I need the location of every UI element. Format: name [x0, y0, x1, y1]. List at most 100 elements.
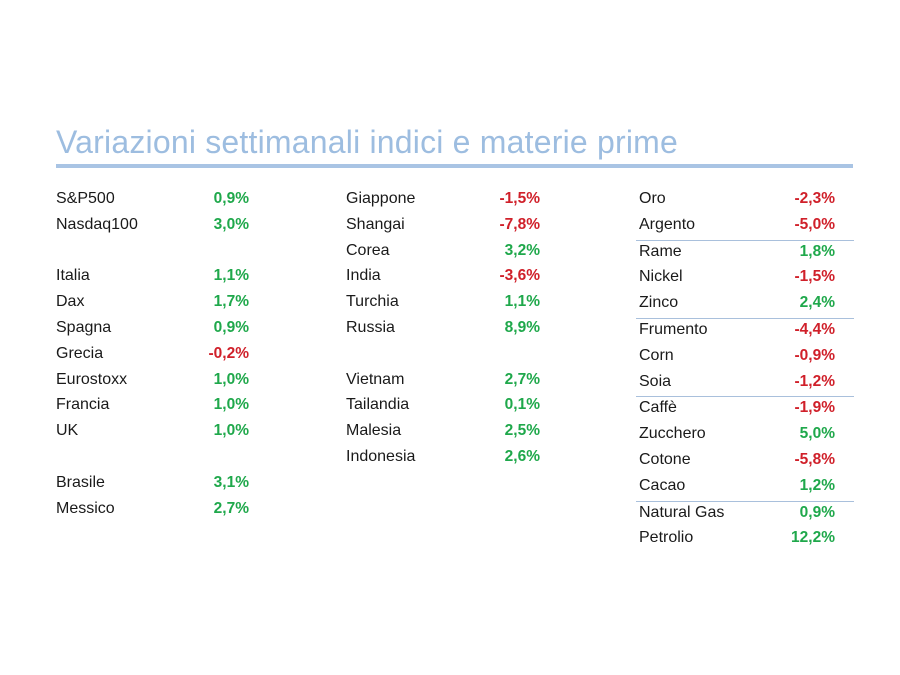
row-label: Frumento [639, 320, 708, 338]
indices-column-americas-europe: S&P500 0,9% Nasdaq100 3,0% Italia 1,1% Dax 1,7%… [56, 188, 249, 523]
row-value: 2,5% [504, 422, 540, 440]
row-label: Brasile [56, 473, 105, 491]
row-label: Cotone [639, 450, 691, 468]
table-row: Cacao 1,2% [636, 475, 854, 502]
row-label: Italia [56, 267, 90, 285]
table-row: Petrolio 12,2% [636, 527, 854, 553]
row-value: 0,9% [213, 318, 249, 336]
row-label: Grecia [56, 344, 104, 362]
table-row: Messico 2,7% [56, 498, 249, 524]
row-label: Zucchero [639, 425, 706, 443]
table-row: Spagna 0,9% [56, 317, 249, 343]
table-row: Tailandia 0,1% [346, 394, 540, 420]
table-row: Corea 3,2% [346, 240, 540, 266]
table-row: Russia 8,9% [346, 317, 540, 343]
row-value: 2,4% [799, 294, 835, 312]
table-row: Oro -2,3% [636, 188, 854, 214]
row-label: S&P500 [56, 190, 115, 207]
row-value: -2,3% [794, 190, 836, 207]
row-value: 8,9% [504, 318, 540, 336]
row-value: 3,2% [504, 241, 540, 259]
table-row: Natural Gas 0,9% [636, 502, 854, 528]
row-value: -7,8% [499, 215, 541, 233]
commodities-column: Oro -2,3% Argento -5,0% Rame 1,8% Nickel -1,5% Z… [636, 188, 854, 553]
row-label: Francia [56, 396, 110, 414]
row-value: 1,0% [213, 396, 249, 414]
row-value: 1,8% [799, 242, 835, 260]
row-label: Rame [639, 242, 682, 260]
title-underline [56, 164, 853, 168]
row-label: Tailandia [346, 396, 410, 414]
row-value: -4,4% [794, 320, 836, 338]
table-row: Giappone -1,5% [346, 188, 540, 214]
page-title: Variazioni settimanali indici e materie … [56, 124, 678, 160]
row-value: 2,7% [213, 499, 249, 517]
row-label: Malesia [346, 422, 402, 440]
table-row: Rame 1,8% [636, 241, 854, 267]
row-label: Petrolio [639, 529, 694, 547]
table-row: Brasile 3,1% [56, 472, 249, 498]
row-label: Nasdaq100 [56, 215, 138, 233]
row-label: Zinco [639, 294, 679, 312]
table-row: Francia 1,0% [56, 394, 249, 420]
spacer-row [56, 446, 249, 472]
table-row: Zucchero 5,0% [636, 423, 854, 449]
spacer-row [346, 343, 540, 369]
row-label: Vietnam [346, 370, 405, 388]
row-value: 1,0% [213, 422, 249, 440]
row-value: 1,1% [504, 293, 540, 311]
table-row: Dax 1,7% [56, 291, 249, 317]
table-row: Eurostoxx 1,0% [56, 369, 249, 395]
row-value: 1,2% [799, 476, 835, 494]
row-label: Corn [639, 346, 674, 364]
row-label: Turchia [346, 293, 399, 311]
table-row: India -3,6% [346, 265, 540, 291]
row-value: 3,1% [213, 473, 249, 491]
row-label: Shangai [346, 215, 405, 233]
row-label: Natural Gas [639, 503, 725, 521]
row-value: 1,7% [213, 293, 249, 311]
row-value: -1,9% [794, 399, 836, 417]
row-label: Giappone [346, 190, 416, 207]
row-label: Nickel [639, 268, 683, 286]
row-label: UK [56, 422, 79, 440]
row-value: -1,5% [499, 190, 541, 207]
row-label: Spagna [56, 318, 112, 336]
table-row: Caffè -1,9% [636, 397, 854, 423]
row-value: 2,7% [504, 370, 540, 388]
row-value: 1,1% [213, 267, 249, 285]
row-label: Corea [346, 241, 390, 259]
spacer-row [56, 240, 249, 266]
table-row: Italia 1,1% [56, 265, 249, 291]
row-value: 12,2% [791, 529, 835, 547]
table-row: Frumento -4,4% [636, 319, 854, 345]
row-value: -0,9% [794, 346, 836, 364]
row-label: Dax [56, 293, 85, 311]
row-value: -1,5% [794, 268, 836, 286]
row-value: 0,1% [504, 396, 540, 414]
row-value: 0,9% [213, 190, 249, 207]
table-row: S&P500 0,9% [56, 188, 249, 214]
row-value: 0,9% [799, 503, 835, 521]
row-label: Soia [639, 372, 672, 390]
table-row: Grecia -0,2% [56, 343, 249, 369]
row-value: 1,0% [213, 370, 249, 388]
row-label: Oro [639, 190, 666, 207]
row-value: 3,0% [213, 215, 249, 233]
table-row: Malesia 2,5% [346, 420, 540, 446]
row-label: Cacao [639, 476, 686, 494]
table-row: Argento -5,0% [636, 214, 854, 241]
table-row: Turchia 1,1% [346, 291, 540, 317]
table-row: Soia -1,2% [636, 371, 854, 398]
row-label: Russia [346, 318, 395, 336]
row-label: Eurostoxx [56, 370, 128, 388]
table-row: Nickel -1,5% [636, 266, 854, 292]
table-row: Nasdaq100 3,0% [56, 214, 249, 240]
table-row: UK 1,0% [56, 420, 249, 446]
row-label: Argento [639, 215, 696, 233]
row-label: Messico [56, 499, 115, 517]
row-value: -0,2% [208, 344, 250, 362]
row-value: -5,0% [794, 215, 836, 233]
row-value: -5,8% [794, 450, 836, 468]
row-value: -1,2% [794, 372, 836, 390]
